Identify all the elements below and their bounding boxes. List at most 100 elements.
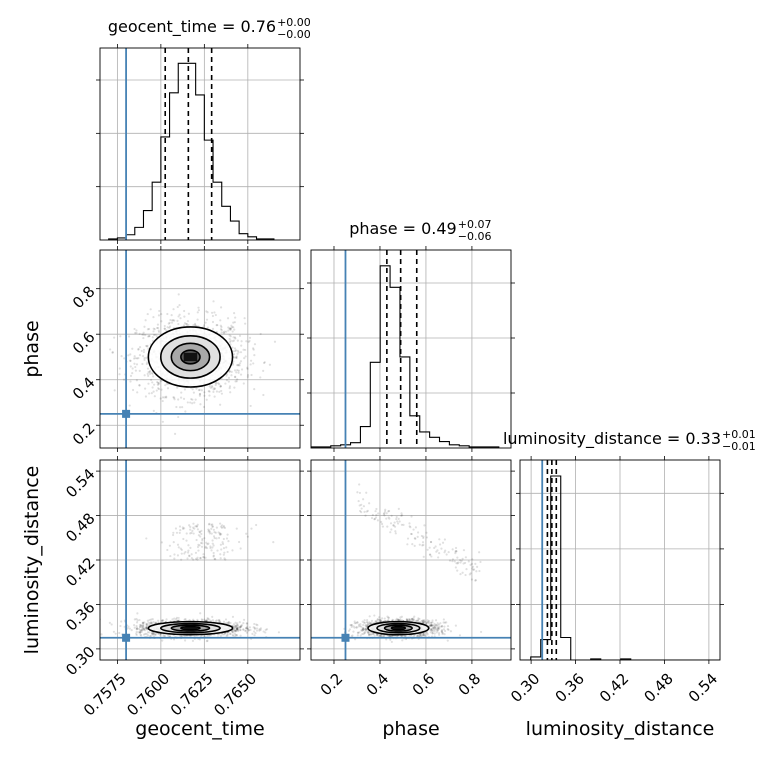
sample-point (253, 630, 256, 633)
sample-point (144, 319, 147, 322)
sample-point (386, 525, 389, 528)
sample-point (151, 336, 154, 339)
sample-point (141, 629, 144, 632)
sample-point (153, 383, 156, 386)
sample-point (233, 336, 237, 339)
sample-point (434, 545, 437, 548)
sample-point (441, 625, 444, 628)
y-tick-label-phase: 0.4 (69, 374, 99, 404)
sample-point (127, 354, 130, 357)
sample-point (356, 634, 359, 637)
sample-point (451, 558, 455, 561)
sample-point (395, 517, 398, 521)
y-axis-label-phase: phase (21, 320, 43, 377)
sample-point (183, 527, 186, 530)
truth-marker (122, 633, 131, 642)
sample-point (231, 630, 234, 633)
sample-point (181, 526, 184, 529)
sample-point (171, 319, 174, 322)
sample-point (237, 540, 241, 544)
sample-point (379, 634, 382, 637)
sample-point (160, 388, 163, 391)
sample-point (389, 638, 392, 641)
sample-point (234, 337, 237, 340)
sample-point (381, 525, 384, 528)
y-tick-label-phase: 0.6 (69, 328, 99, 358)
sample-point (138, 629, 142, 632)
sample-point (141, 622, 144, 625)
sample-point (133, 362, 136, 365)
sample-point (248, 626, 252, 629)
sample-point (252, 626, 255, 629)
sample-point (220, 331, 223, 334)
sample-point (219, 385, 222, 388)
sample-point (145, 362, 148, 366)
sample-point (183, 315, 186, 318)
sample-point (364, 630, 367, 633)
sample-point (126, 627, 129, 630)
sample-point (181, 527, 185, 530)
histogram-phase (311, 250, 500, 448)
sample-point (255, 523, 258, 527)
sample-point (442, 618, 445, 621)
sample-point (146, 367, 150, 370)
sample-point (219, 543, 223, 546)
sample-point (454, 624, 457, 627)
x-tick-label-luminosity_distance: 0.54 (685, 670, 721, 706)
sample-point (233, 311, 236, 315)
sample-point (219, 403, 222, 406)
sample-point (394, 530, 397, 533)
sample-point (237, 628, 240, 631)
sample-point (397, 618, 400, 621)
sample-point (252, 362, 255, 365)
sample-point (360, 511, 363, 514)
sample-point (433, 625, 436, 628)
sample-point (136, 357, 139, 360)
sample-point (145, 625, 148, 628)
sample-point (250, 373, 253, 377)
sample-point (184, 410, 187, 413)
sample-point (119, 624, 122, 628)
sample-point (240, 344, 243, 347)
sample-point (370, 619, 374, 622)
sample-point (220, 548, 223, 551)
sample-point (355, 626, 358, 629)
sample-point (183, 618, 186, 621)
sample-point (187, 549, 190, 552)
sample-point (438, 627, 441, 630)
sample-point (430, 621, 433, 624)
sample-point (360, 625, 363, 628)
sample-point (433, 630, 436, 633)
sample-point (128, 627, 131, 630)
sample-point (234, 316, 237, 319)
sample-point (428, 624, 431, 627)
sample-point (236, 627, 239, 630)
title-minus: −0.01 (722, 440, 756, 453)
sample-point (430, 621, 433, 624)
sample-point (146, 344, 149, 347)
sample-point (189, 546, 192, 549)
sample-point (388, 517, 391, 520)
sample-point (364, 628, 367, 631)
sample-point (356, 621, 359, 624)
sample-point (479, 560, 482, 564)
sample-point (408, 618, 411, 621)
sample-point (222, 553, 225, 556)
sample-point (420, 634, 423, 638)
sample-point (363, 631, 366, 634)
sample-point (194, 557, 198, 560)
sample-point (253, 387, 256, 391)
sample-point (392, 524, 395, 527)
sample-point (138, 625, 142, 628)
sample-point (199, 535, 202, 538)
sample-point (152, 620, 155, 624)
sample-point (227, 376, 231, 379)
sample-point (219, 324, 222, 327)
sample-point (245, 626, 248, 630)
sample-point (111, 351, 114, 354)
sample-point (376, 519, 379, 522)
sample-point (389, 531, 392, 534)
sample-point (365, 491, 368, 494)
sample-point (348, 628, 351, 631)
sample-point (235, 527, 238, 530)
